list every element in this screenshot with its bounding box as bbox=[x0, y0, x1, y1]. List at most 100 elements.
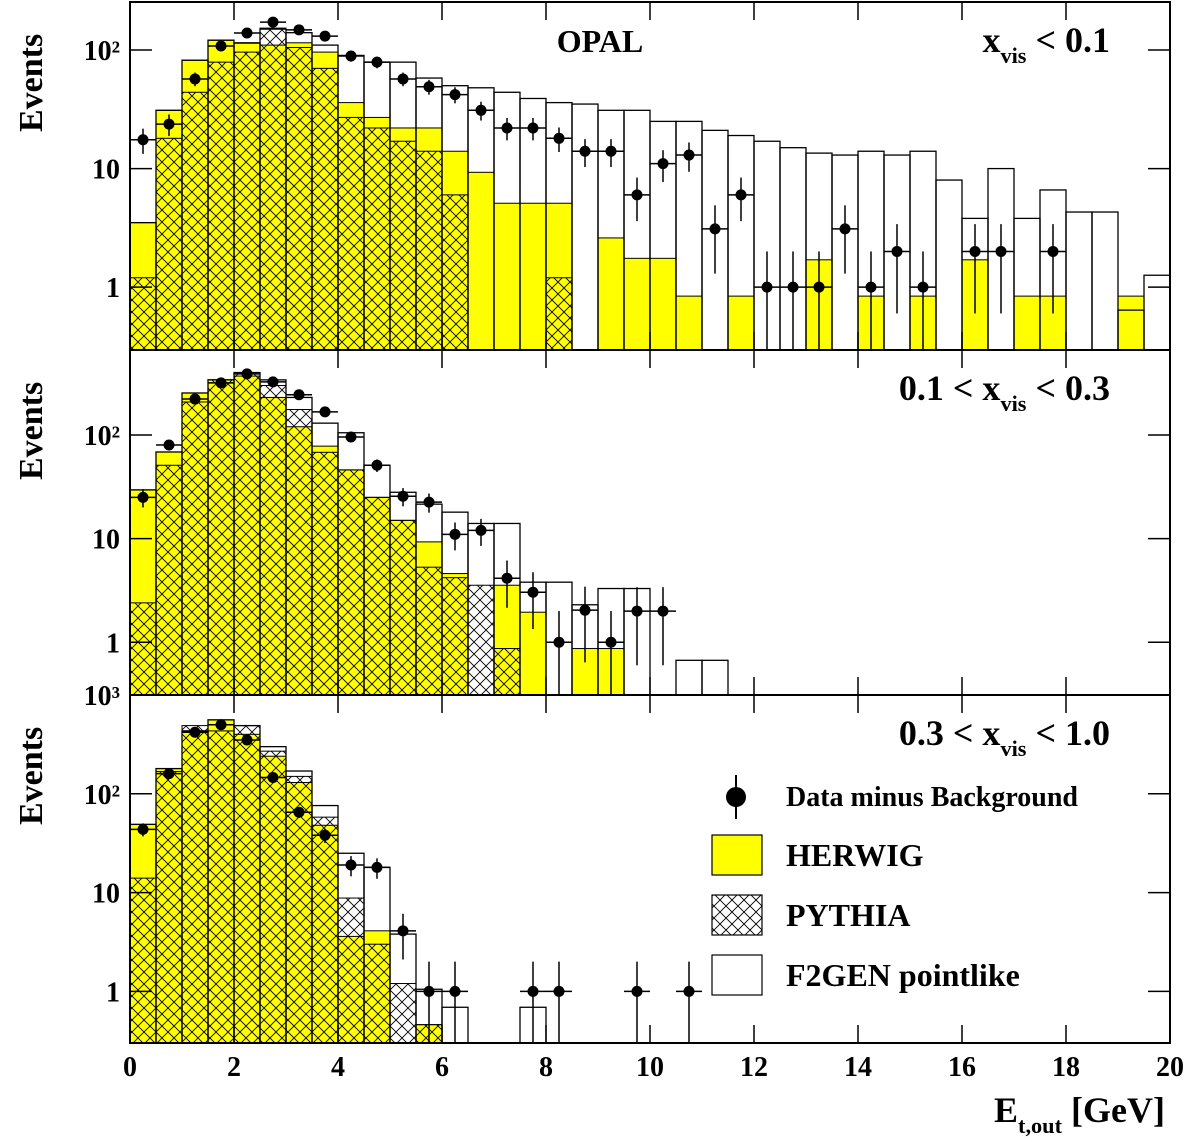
panel-label-main: x bbox=[982, 20, 1000, 60]
data-point bbox=[215, 377, 227, 389]
panel-label-tail: < 1.0 bbox=[1026, 713, 1110, 753]
bar-hatched bbox=[311, 67, 339, 351]
data-point bbox=[397, 490, 409, 502]
bar-hatched bbox=[363, 943, 391, 1044]
panel-label-sub: vis bbox=[1000, 391, 1026, 416]
data-point bbox=[423, 81, 435, 93]
data-point bbox=[813, 281, 825, 293]
data-point bbox=[787, 281, 799, 293]
data-point bbox=[527, 985, 539, 997]
data-point bbox=[345, 50, 357, 62]
bar-hatched bbox=[363, 127, 391, 351]
panel-label-tail: < 0.3 bbox=[1026, 368, 1110, 408]
data-point bbox=[267, 772, 279, 784]
bar-hatched bbox=[415, 566, 443, 696]
data-point bbox=[449, 985, 461, 997]
y-tick-label: 10² bbox=[84, 780, 120, 811]
bar-hatched bbox=[129, 602, 157, 696]
bar-hatched bbox=[337, 116, 365, 351]
panel-label-main: 0.1 < x bbox=[899, 368, 1001, 408]
bar-hatched bbox=[285, 775, 313, 1044]
bar-hatched bbox=[259, 384, 287, 696]
data-point bbox=[215, 719, 227, 731]
legend-label: Data minus Background bbox=[786, 782, 1078, 813]
bar-hatched bbox=[285, 409, 313, 696]
bar-hatched bbox=[207, 379, 235, 696]
x-axis-label-tail: [GeV] bbox=[1062, 1090, 1165, 1130]
data-point bbox=[423, 985, 435, 997]
data-point bbox=[163, 439, 175, 451]
bar-hatched bbox=[545, 277, 573, 351]
data-point bbox=[293, 24, 305, 36]
x-tick-label: 6 bbox=[435, 1052, 449, 1083]
bar-hatched bbox=[311, 451, 339, 696]
x-axis-label-sub: t,out bbox=[1018, 1113, 1063, 1138]
panel-label-sub: vis bbox=[1000, 43, 1026, 68]
y-tick-label: 1 bbox=[106, 977, 120, 1008]
y-tick-label: 10 bbox=[92, 525, 120, 556]
bar-hatched bbox=[389, 140, 417, 351]
y-tick-label: 1 bbox=[106, 273, 120, 304]
bar-hatched bbox=[129, 877, 157, 1044]
data-point bbox=[189, 726, 201, 738]
data-point bbox=[605, 636, 617, 648]
data-point bbox=[189, 73, 201, 85]
panel-label-sub: vis bbox=[1000, 736, 1026, 761]
bar-filled bbox=[623, 257, 651, 351]
data-point bbox=[501, 122, 513, 134]
data-point bbox=[683, 985, 695, 997]
x-tick-label: 2 bbox=[227, 1052, 241, 1083]
data-point bbox=[709, 223, 721, 235]
y-tick-label: 10³ bbox=[84, 681, 120, 712]
bar-hatched bbox=[181, 401, 209, 696]
data-point bbox=[891, 245, 903, 257]
x-tick-label: 8 bbox=[539, 1052, 553, 1083]
x-tick-label: 4 bbox=[331, 1052, 345, 1083]
data-point bbox=[475, 524, 487, 536]
bar-hatched bbox=[155, 771, 183, 1044]
panel-label-tail: < 0.1 bbox=[1026, 20, 1110, 60]
data-point bbox=[501, 572, 513, 584]
data-point bbox=[319, 406, 331, 418]
bar-hatched bbox=[259, 750, 287, 1044]
data-point bbox=[1047, 245, 1059, 257]
legend-swatch bbox=[711, 894, 763, 936]
data-point bbox=[631, 605, 643, 617]
panel-label-main: 0.3 < x bbox=[899, 713, 1001, 753]
data-point bbox=[215, 40, 227, 52]
bar-hatched bbox=[493, 648, 521, 696]
y-tick-label: 10 bbox=[92, 155, 120, 186]
bar-hatched bbox=[181, 91, 209, 351]
bar-outline bbox=[701, 659, 729, 696]
data-point bbox=[553, 636, 565, 648]
bar-outline bbox=[935, 179, 963, 351]
bar-hatched bbox=[233, 725, 261, 1044]
data-point bbox=[293, 389, 305, 401]
data-point bbox=[241, 368, 253, 380]
bar-hatched bbox=[181, 725, 209, 1044]
data-point bbox=[735, 189, 747, 201]
bar-hatched bbox=[129, 277, 157, 351]
y-axis-label: Events bbox=[13, 727, 50, 825]
data-point bbox=[163, 768, 175, 780]
legend-label: F2GEN pointlike bbox=[786, 957, 1020, 993]
data-point bbox=[371, 459, 383, 471]
data-point bbox=[449, 528, 461, 540]
data-point bbox=[319, 829, 331, 841]
bar-hatched bbox=[337, 469, 365, 696]
y-tick-label: 10² bbox=[84, 421, 120, 452]
bar-filled bbox=[493, 202, 521, 351]
data-point bbox=[189, 393, 201, 405]
data-point bbox=[579, 604, 591, 616]
bar-outline bbox=[675, 659, 703, 696]
data-point bbox=[319, 30, 331, 42]
data-point bbox=[163, 118, 175, 130]
y-tick-label: 10 bbox=[92, 879, 120, 910]
x-tick-label: 16 bbox=[948, 1052, 976, 1083]
bar-hatched bbox=[233, 372, 261, 696]
x-tick-label: 12 bbox=[740, 1052, 768, 1083]
data-point bbox=[631, 189, 643, 201]
bar-hatched bbox=[389, 983, 417, 1044]
data-point bbox=[553, 132, 565, 144]
bar-filled bbox=[1117, 295, 1145, 351]
